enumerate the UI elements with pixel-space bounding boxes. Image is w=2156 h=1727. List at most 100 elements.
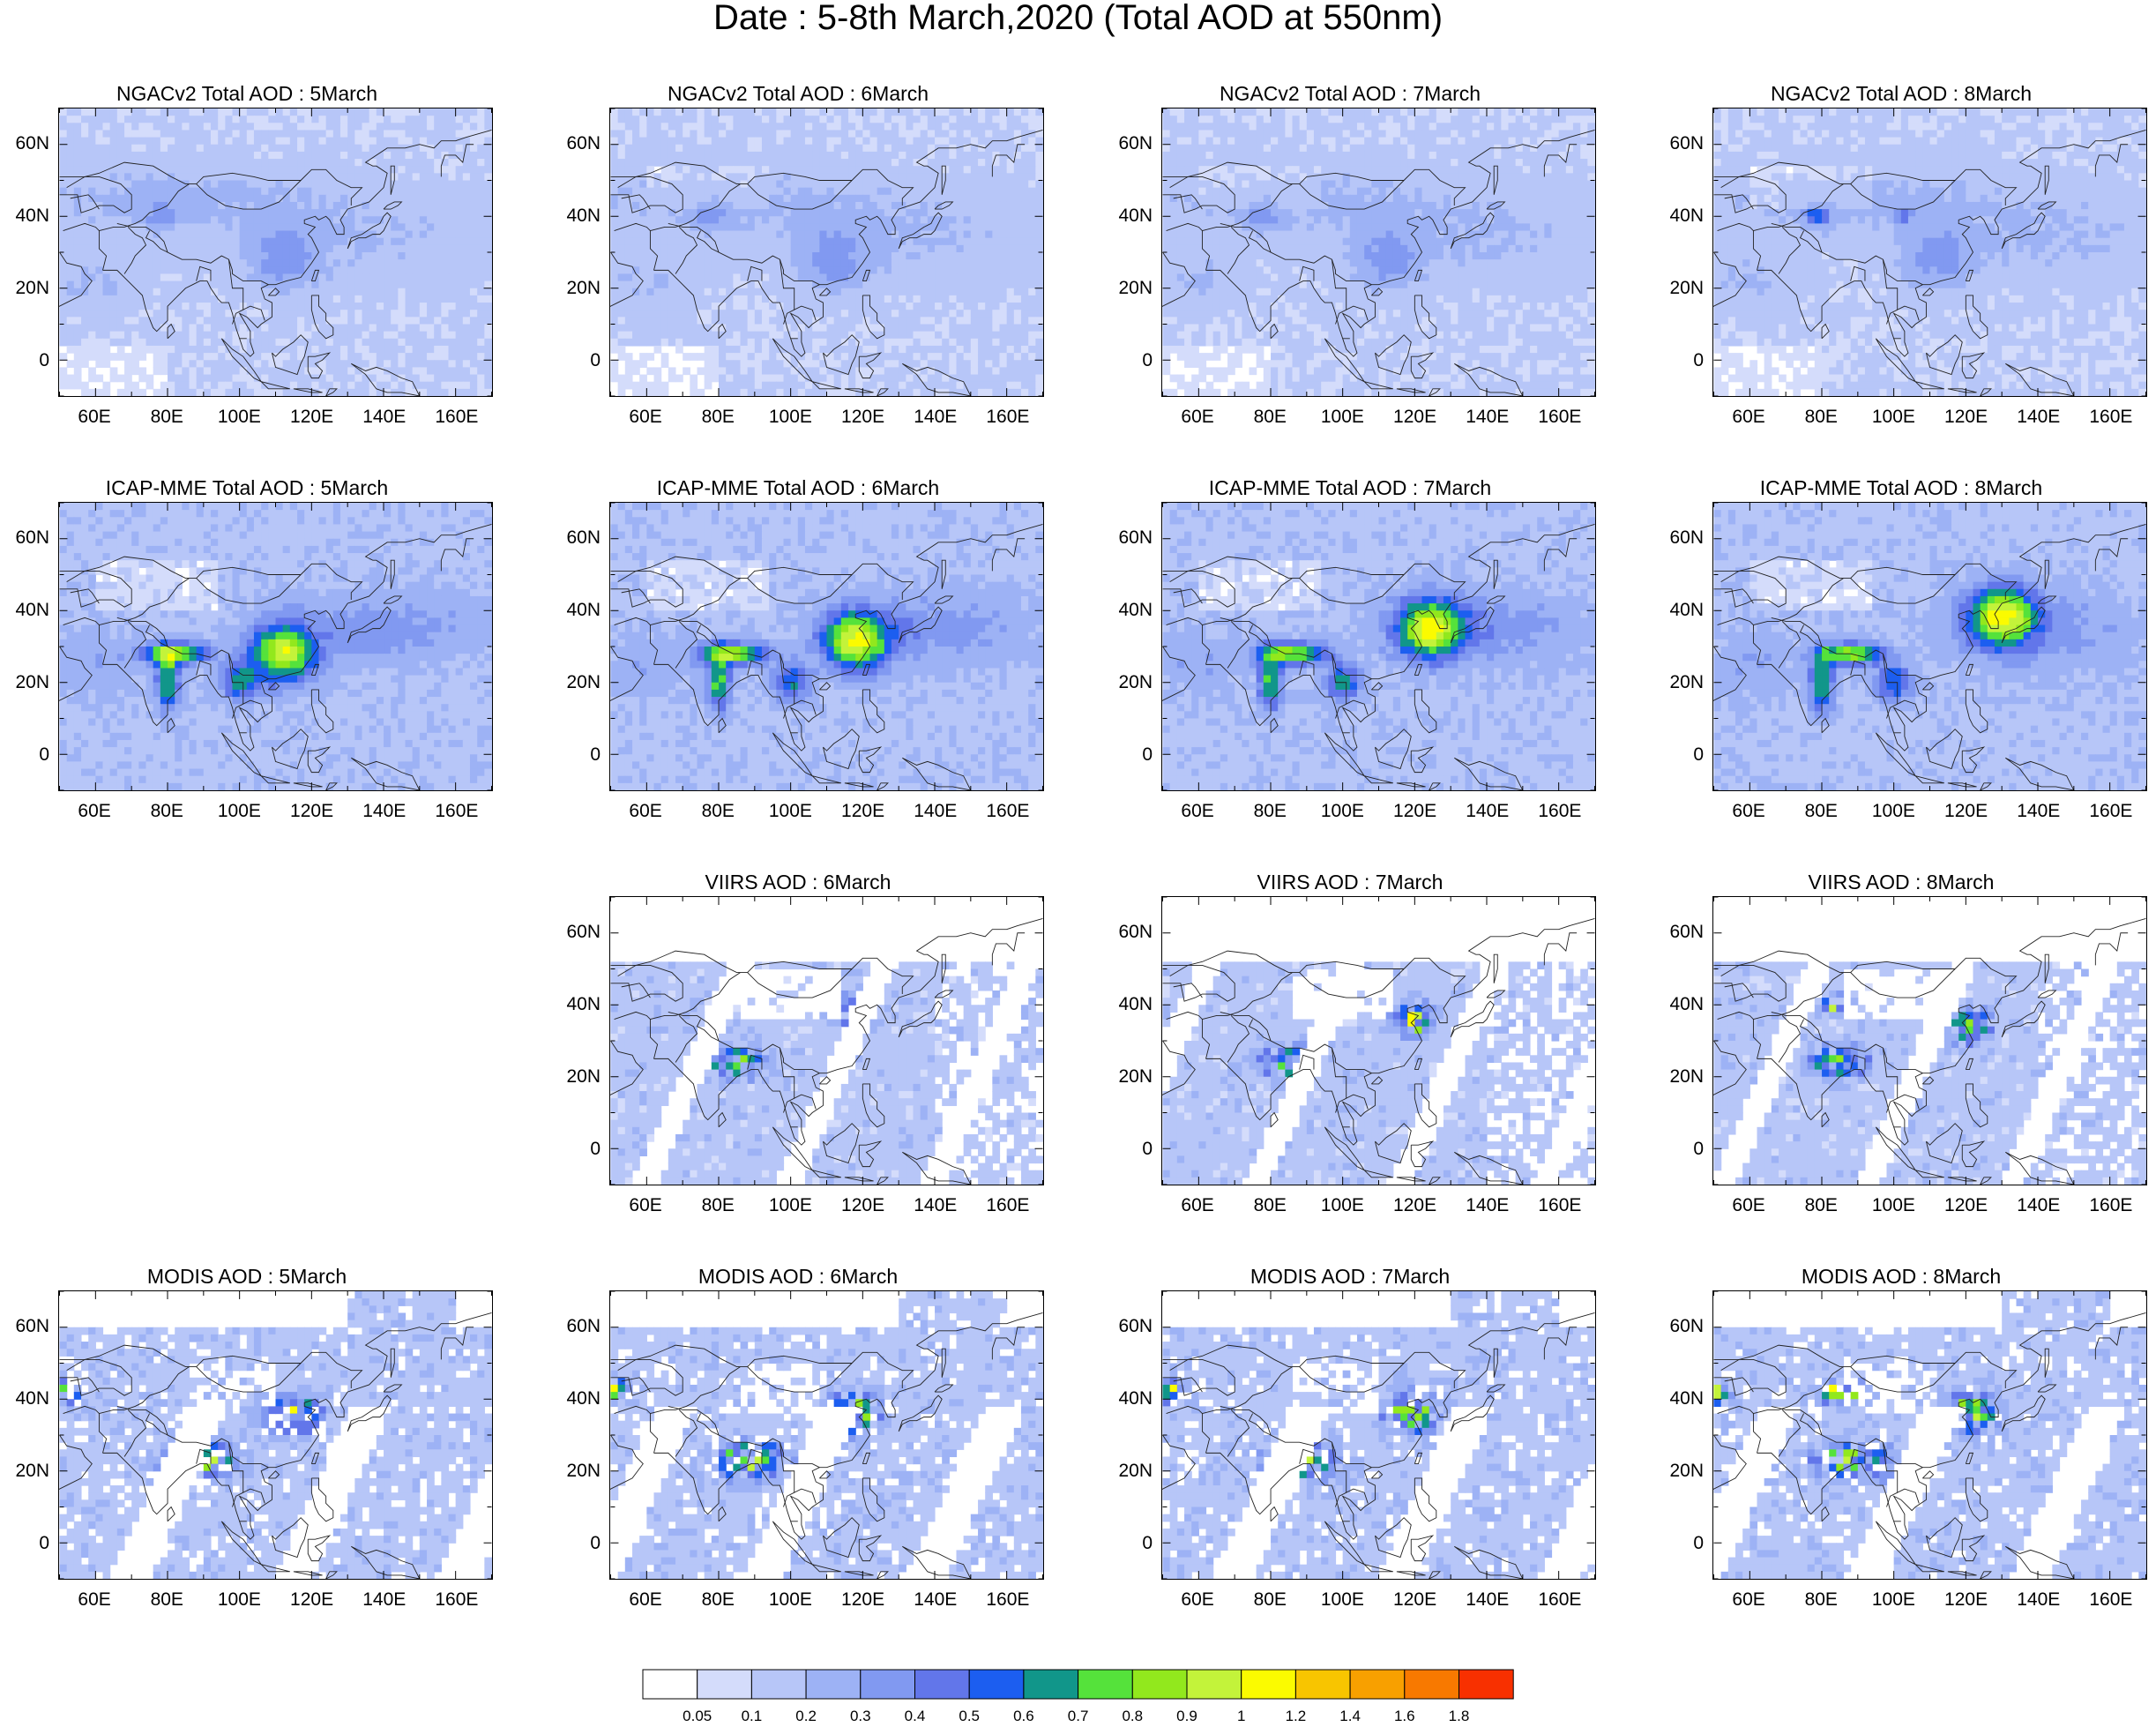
x-tick-label: 140E — [2008, 802, 2070, 821]
y-tick-label: 0 — [553, 1140, 601, 1159]
y-tick-label: 20N — [2, 673, 49, 692]
map-frame: 60N 40N 20N 0 60E 80E 100E 120E 140E 160E — [15, 1290, 493, 1610]
map-panel: VIIRS AOD : 7March 60N 40N 20N 0 60E 80E 100E 12… — [1103, 870, 1597, 1240]
coastline-overlay — [1713, 524, 2146, 790]
colorbar-label: 1.4 — [1328, 1708, 1372, 1725]
axis-ticks — [1713, 897, 2146, 1185]
y-tick-label: 0 — [1656, 1534, 1704, 1553]
y-tick-label: 40N — [1656, 601, 1704, 620]
colorbar-box — [1023, 1669, 1079, 1700]
map-panel: NGACv2 Total AOD : 8March 60N 40N 20N 0 60E 80… — [1654, 81, 2148, 452]
aod-map — [609, 502, 1044, 791]
y-tick-label: 0 — [1656, 1140, 1704, 1159]
map-panel: NGACv2 Total AOD : 7March 60N 40N 20N 0 60E 80… — [1103, 81, 1597, 452]
y-tick-label: 60N — [553, 528, 601, 548]
map-panel: VIIRS AOD : 8March 60N 40N 20N 0 60E 80E 100E 12… — [1654, 870, 2148, 1240]
x-tick-label: 60E — [1167, 802, 1228, 821]
y-tick-label: 40N — [1105, 601, 1153, 620]
x-tick-label: 160E — [1529, 407, 1591, 427]
colorbar-box — [750, 1669, 807, 1700]
y-tick-label: 60N — [1105, 134, 1153, 153]
x-tick-label: 160E — [977, 1196, 1039, 1215]
y-tick-label: 40N — [1656, 206, 1704, 226]
aod-field — [610, 1291, 1043, 1579]
x-tick-label: 80E — [1790, 1196, 1852, 1215]
x-tick-label: 100E — [1862, 1590, 1924, 1610]
x-tick-label: 100E — [208, 802, 270, 821]
y-tick-label: 0 — [1105, 745, 1153, 765]
x-tick-label: 100E — [208, 407, 270, 427]
x-tick-label: 120E — [281, 802, 343, 821]
map-panel: ICAP-MME Total AOD : 8March 60N 40N 20N 0 60E… — [1654, 475, 2148, 846]
x-tick-label: 140E — [905, 802, 966, 821]
x-tick-label: 80E — [687, 407, 749, 427]
x-tick-label: 120E — [1936, 1590, 1997, 1610]
coastline-overlay — [1713, 918, 2146, 1185]
y-tick-label: 40N — [1105, 1389, 1153, 1409]
x-tick-label: 60E — [1167, 407, 1228, 427]
colorbar-label: 0.7 — [1056, 1708, 1100, 1725]
x-tick-label: 120E — [281, 1590, 343, 1610]
y-tick-label: 20N — [1656, 1462, 1704, 1481]
aod-field — [1162, 1291, 1595, 1579]
x-tick-label: 80E — [136, 1590, 198, 1610]
coastline-overlay — [1162, 1312, 1595, 1579]
aod-field — [1162, 503, 1595, 790]
y-tick-label: 20N — [1105, 1462, 1153, 1481]
map-panel: MODIS AOD : 6March 60N 40N 20N 0 60E 80E 100E 12… — [551, 1264, 1045, 1634]
colorbar-box — [1241, 1669, 1296, 1700]
coastline-overlay — [1162, 918, 1595, 1185]
x-tick-label: 100E — [1311, 802, 1373, 821]
x-tick-label: 60E — [615, 1590, 676, 1610]
colorbar-box — [697, 1669, 752, 1700]
x-tick-label: 60E — [63, 407, 125, 427]
y-tick-label: 0 — [1656, 745, 1704, 765]
y-tick-label: 60N — [1656, 923, 1704, 942]
panel-title: MODIS AOD : 5March — [0, 1264, 494, 1289]
colorbar-box — [968, 1669, 1025, 1700]
x-tick-label: 60E — [615, 802, 676, 821]
panel-title: ICAP-MME Total AOD : 7March — [1103, 475, 1597, 500]
aod-map — [1712, 1290, 2147, 1580]
coastline-overlay — [610, 524, 1043, 790]
x-tick-label: 60E — [1167, 1196, 1228, 1215]
panel-title: MODIS AOD : 6March — [551, 1264, 1045, 1289]
x-tick-label: 160E — [2080, 1196, 2142, 1215]
x-tick-label: 100E — [759, 802, 821, 821]
x-tick-label: 120E — [1384, 1590, 1446, 1610]
map-frame: 60N 40N 20N 0 60E 80E 100E 120E 140E 160E — [1118, 108, 1596, 427]
y-tick-label: 0 — [2, 351, 49, 370]
map-panel: ICAP-MME Total AOD : 7March 60N 40N 20N 0 60E… — [1103, 475, 1597, 846]
x-tick-label: 120E — [832, 802, 894, 821]
aod-map — [1161, 896, 1596, 1185]
x-tick-label: 100E — [1862, 407, 1924, 427]
x-tick-label: 100E — [1311, 407, 1373, 427]
x-tick-label: 140E — [354, 407, 415, 427]
axis-ticks — [1713, 1291, 2146, 1579]
coastline-overlay — [59, 524, 492, 790]
y-tick-label: 60N — [1105, 528, 1153, 548]
y-tick-label: 20N — [1105, 279, 1153, 298]
coastline-overlay — [1713, 130, 2146, 396]
x-tick-label: 60E — [1167, 1590, 1228, 1610]
map-panel: NGACv2 Total AOD : 6March 60N 40N 20N 0 60E 80… — [551, 81, 1045, 452]
colorbar-label: 1.2 — [1273, 1708, 1317, 1725]
x-tick-label: 120E — [1936, 407, 1997, 427]
x-tick-label: 120E — [1936, 1196, 1997, 1215]
figure-title: Date : 5-8th March,2020 (Total AOD at 55… — [0, 0, 2156, 35]
y-tick-label: 40N — [553, 206, 601, 226]
x-tick-label: 160E — [426, 407, 488, 427]
x-tick-label: 60E — [1718, 1196, 1779, 1215]
aod-field — [610, 503, 1043, 790]
colorbar-label: 1.8 — [1437, 1708, 1481, 1725]
x-tick-label: 120E — [1936, 802, 1997, 821]
aod-map — [1712, 896, 2147, 1185]
aod-map — [609, 1290, 1044, 1580]
y-tick-label: 20N — [2, 279, 49, 298]
map-frame: 60N 40N 20N 0 60E 80E 100E 120E 140E 160E — [1118, 1290, 1596, 1610]
axis-ticks — [610, 897, 1043, 1185]
y-tick-label: 0 — [1105, 1140, 1153, 1159]
map-frame: 60N 40N 20N 0 60E 80E 100E 120E 140E 160E — [1669, 1290, 2147, 1610]
y-tick-label: 20N — [553, 1462, 601, 1481]
y-tick-label: 60N — [553, 134, 601, 153]
